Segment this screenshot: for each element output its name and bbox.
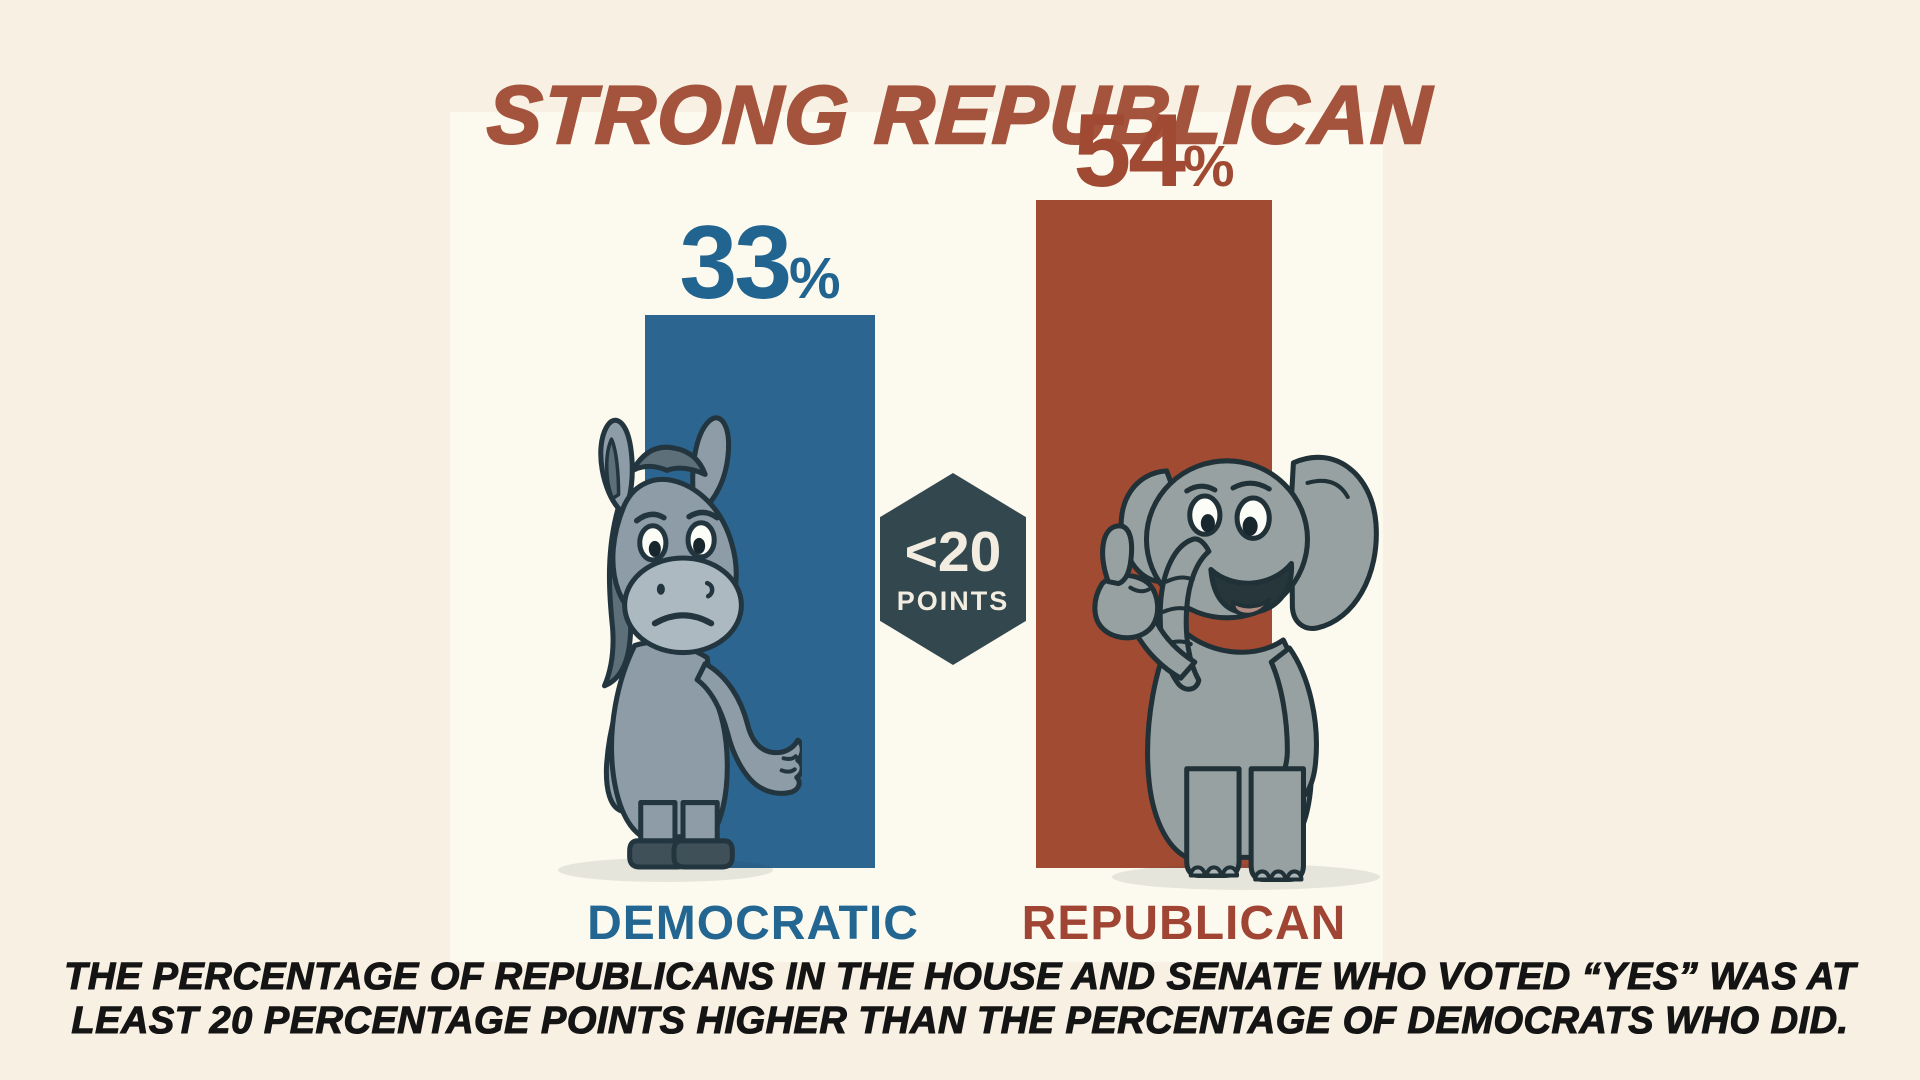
democratic-value-label: 33% (645, 204, 875, 323)
points-gap-label: POINTS (896, 586, 1010, 617)
republican-percent-sign: % (1183, 134, 1235, 199)
republican-axis-label: REPUBLICAN (1021, 897, 1347, 950)
democratic-percent-sign: % (789, 246, 841, 311)
caption-line-1: THE PERCENTAGE OF REPUBLICANS IN THE HOU… (64, 955, 1856, 998)
elephant-shadow (1112, 864, 1380, 890)
points-gap-value: <20 (904, 520, 1002, 585)
chart-title: STRONG REPUBLICAN (484, 69, 1436, 163)
points-gap-badge: <20 POINTS (880, 473, 1026, 665)
republican-value: 54 (1073, 93, 1186, 209)
democratic-axis-label: DEMOCRATIC (587, 897, 919, 950)
elephant-mascot-icon (1092, 454, 1379, 883)
republican-value-label: 54% (1036, 92, 1272, 211)
democratic-value: 33 (679, 205, 792, 321)
donkey-mascot-icon (598, 415, 802, 870)
caption-line-2: LEAST 20 PERCENTAGE POINTS HIGHER THAN T… (71, 999, 1849, 1042)
